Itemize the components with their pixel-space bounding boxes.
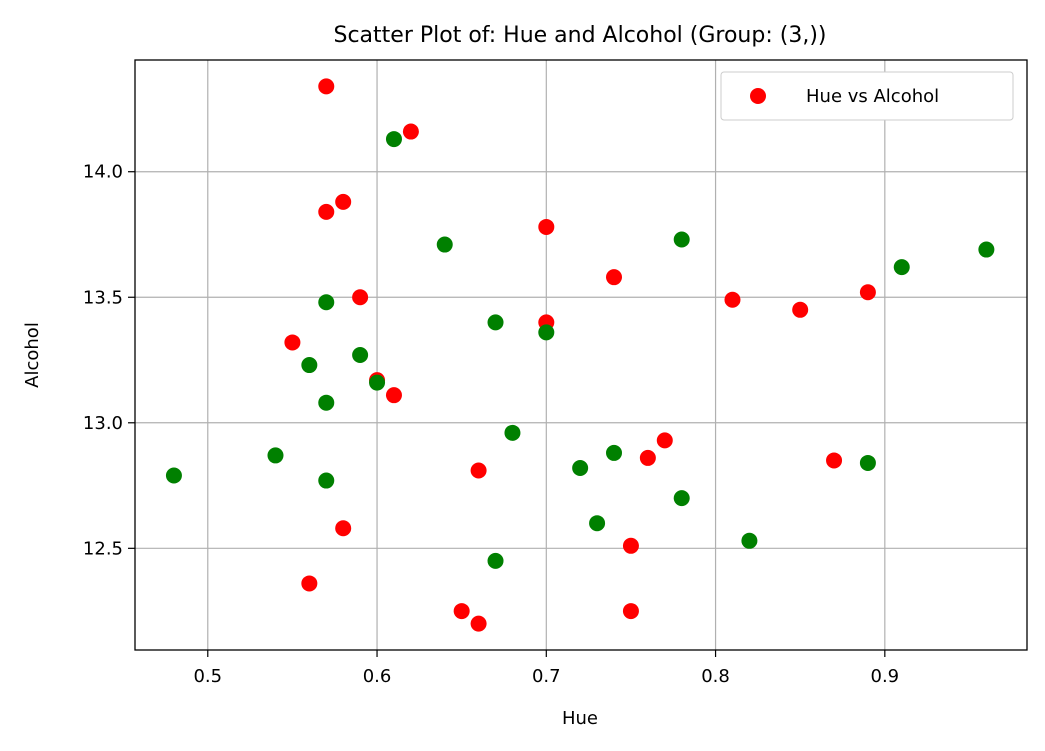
data-point-green — [318, 394, 335, 411]
y-tick-label: 13.0 — [83, 413, 123, 434]
legend-box — [720, 71, 1014, 121]
data-point-green — [352, 347, 369, 363]
x-axis-ticks: 0.5 0.6 0.7 0.8 0.9 — [193, 650, 899, 687]
data-point-green — [538, 324, 555, 341]
plot-area-frame — [134, 59, 1028, 651]
data-point-green — [673, 231, 690, 248]
data-point-red — [859, 284, 876, 301]
y-tick-label: 12.5 — [83, 538, 123, 559]
x-tick-label: 0.7 — [532, 666, 561, 687]
data-point-green — [504, 424, 521, 441]
data-point-green — [572, 459, 589, 476]
data-point-green — [487, 552, 504, 569]
legend-marker — [750, 88, 766, 104]
data-point-green — [606, 444, 623, 461]
data-point-red — [639, 449, 656, 466]
data-point-red — [335, 193, 352, 210]
data-point-green — [385, 131, 402, 148]
data-point-green — [978, 241, 995, 258]
y-tick-label: 14.0 — [83, 162, 123, 183]
data-point-green — [859, 454, 876, 471]
data-point-red — [318, 78, 335, 95]
data-point-red — [826, 452, 843, 469]
data-point-red — [301, 575, 318, 592]
data-point-green — [318, 472, 335, 489]
legend: Hue vs Alcohol — [720, 71, 1014, 121]
x-tick-label: 0.8 — [701, 666, 730, 687]
data-point-red — [352, 289, 369, 306]
data-point-green — [318, 294, 335, 311]
data-point-red — [470, 615, 487, 632]
data-point-red — [606, 269, 623, 286]
data-point-red — [792, 301, 809, 318]
data-point-red — [453, 603, 470, 620]
legend-label: Hue vs Alcohol — [806, 86, 939, 107]
data-point-green — [893, 259, 910, 276]
data-point-red — [656, 432, 673, 449]
y-tick-label: 13.5 — [83, 287, 123, 308]
x-tick-label: 0.5 — [193, 666, 222, 687]
data-point-red — [402, 123, 419, 140]
data-point-green — [369, 374, 386, 391]
data-point-green — [741, 532, 758, 549]
data-point-red — [622, 537, 639, 554]
data-point-red — [538, 218, 555, 235]
data-point-red — [622, 603, 639, 620]
data-point-green — [436, 236, 453, 253]
data-point-green — [301, 357, 318, 374]
y-axis-ticks: 12.5 13.0 13.5 14.0 — [83, 162, 135, 559]
x-tick-label: 0.6 — [363, 666, 392, 687]
chart-title: Scatter Plot of: Hue and Alcohol (Group:… — [334, 23, 827, 48]
data-point-red — [470, 462, 487, 479]
data-point-green — [267, 447, 284, 464]
data-point-green — [589, 515, 606, 532]
x-tick-label: 0.9 — [871, 666, 900, 687]
x-axis-label: Hue — [562, 708, 598, 729]
data-point-red — [284, 334, 301, 351]
data-point-green — [673, 490, 690, 507]
data-point-green — [165, 467, 182, 484]
grid-lines — [135, 60, 1027, 650]
data-points — [165, 78, 995, 632]
data-point-red — [724, 291, 741, 308]
data-point-red — [335, 520, 352, 537]
y-axis-label: Alcohol — [22, 322, 43, 388]
data-point-red — [385, 387, 402, 404]
data-point-green — [487, 314, 504, 331]
data-point-red — [318, 203, 335, 220]
